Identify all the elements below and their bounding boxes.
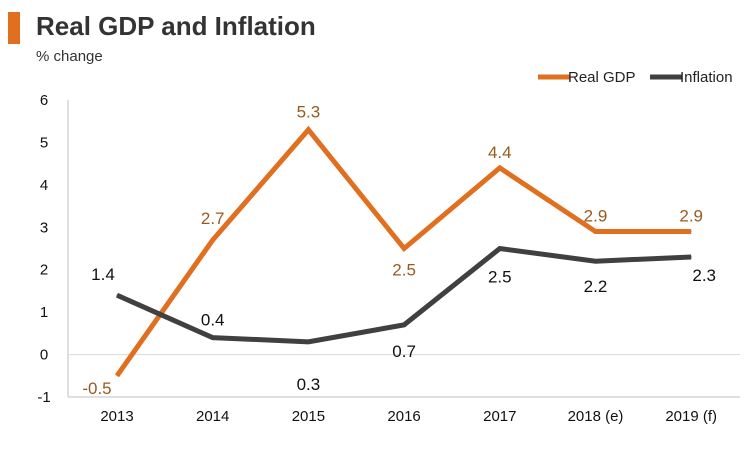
data-point [595,231,596,233]
data-label: 0.4 [201,311,225,330]
data-point [690,256,692,258]
data-label: 0.7 [392,342,416,361]
data-point [403,248,405,249]
title-accent-bar [8,12,20,44]
series-line-real-gdp [114,125,692,378]
series-group [114,125,692,378]
x-tick-label: 2017 [483,408,516,425]
data-label: 2.5 [488,268,512,287]
y-tick-label: 5 [40,134,48,151]
data-point [403,324,405,326]
y-tick-label: 3 [40,219,48,236]
x-tick-label: 2019 (f) [665,408,717,425]
y-tick-label: -1 [37,389,50,406]
data-label: 0.3 [297,375,321,394]
data-label: 2.9 [584,207,608,226]
data-point [595,260,596,262]
data-point [116,294,118,296]
y-tick-label: 1 [40,304,48,321]
data-point [307,341,309,343]
data-labels: -0.5 2.7 5.3 2.5 4.4 2.9 2.9 1.4 0.4 0.3 0.7 2.5 2.2… [82,103,716,398]
data-label: -0.5 [82,379,111,398]
chart-title: Real GDP and Inflation [36,11,316,41]
y-tick-label: 4 [40,177,48,194]
y-tick-label: 6 [40,92,48,109]
data-label: 1.4 [91,265,115,284]
x-tick-label: 2014 [196,408,229,425]
data-label: 2.3 [692,266,716,285]
data-point [212,239,214,241]
data-label: 5.3 [297,103,321,122]
data-label: 2.7 [201,209,225,228]
x-tick-label: 2013 [100,408,133,425]
data-point [499,167,501,169]
x-tick-label: 2015 [292,408,325,425]
data-label: 4.4 [488,143,512,162]
x-tick-label: 2016 [387,408,420,425]
legend: Real GDP Inflation [538,69,733,86]
legend-label: Inflation [680,69,733,86]
data-point [212,337,214,339]
y-axis: 6 5 4 3 2 1 0 -1 [37,92,740,406]
y-tick-label: 2 [40,262,48,279]
data-point [499,248,501,249]
data-label: 2.5 [392,261,416,280]
data-label: 2.2 [584,277,608,296]
x-tick-label: 2018 (e) [568,408,624,425]
data-point [690,231,692,233]
x-axis: 2013 2014 2015 2016 2017 2018 (e) 2019 (f) [68,396,740,425]
y-tick-label: 0 [40,347,48,364]
chart-subtitle: % change [36,48,103,65]
data-point [307,129,309,131]
data-point [116,375,118,377]
legend-label: Real GDP [568,69,636,86]
data-label: 2.9 [679,207,703,226]
